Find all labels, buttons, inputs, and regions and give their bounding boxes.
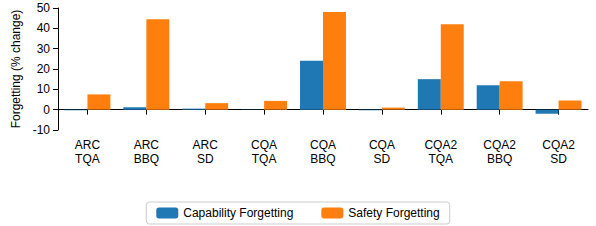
svg-text:CQA: CQA bbox=[369, 138, 395, 152]
svg-text:-10: -10 bbox=[33, 123, 51, 137]
svg-text:Capability Forgetting: Capability Forgetting bbox=[183, 206, 293, 220]
svg-text:10: 10 bbox=[37, 82, 51, 96]
svg-text:CQA2: CQA2 bbox=[424, 138, 457, 152]
svg-text:40: 40 bbox=[37, 21, 51, 35]
svg-text:Forgetting (% change): Forgetting (% change) bbox=[9, 10, 23, 129]
svg-text:SD: SD bbox=[550, 152, 567, 166]
svg-text:CQA: CQA bbox=[251, 138, 277, 152]
svg-text:TQA: TQA bbox=[75, 152, 100, 166]
svg-text:SD: SD bbox=[197, 152, 214, 166]
svg-text:20: 20 bbox=[37, 62, 51, 76]
svg-text:BBQ: BBQ bbox=[310, 152, 335, 166]
svg-text:Safety Forgetting: Safety Forgetting bbox=[348, 206, 439, 220]
svg-text:ARC: ARC bbox=[75, 138, 101, 152]
svg-text:BBQ: BBQ bbox=[134, 152, 159, 166]
svg-text:ARC: ARC bbox=[193, 138, 219, 152]
svg-text:CQA2: CQA2 bbox=[542, 138, 575, 152]
svg-text:CQA: CQA bbox=[310, 138, 336, 152]
svg-text:30: 30 bbox=[37, 42, 51, 56]
svg-text:SD: SD bbox=[374, 152, 391, 166]
svg-text:TQA: TQA bbox=[428, 152, 453, 166]
svg-text:TQA: TQA bbox=[252, 152, 277, 166]
svg-text:50: 50 bbox=[37, 1, 51, 15]
svg-text:0: 0 bbox=[43, 103, 50, 117]
svg-text:BBQ: BBQ bbox=[487, 152, 512, 166]
svg-text:ARC: ARC bbox=[134, 138, 160, 152]
svg-text:CQA2: CQA2 bbox=[483, 138, 516, 152]
